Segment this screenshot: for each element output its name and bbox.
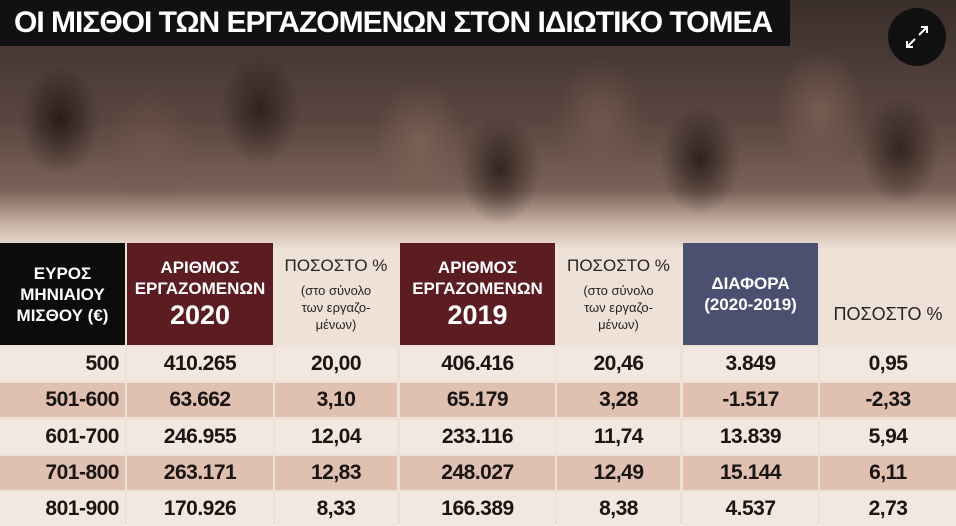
header-line: ΔΙΑΦΟΡΑ: [711, 274, 790, 293]
cell: 2,73: [820, 492, 956, 526]
header-year: 2019: [447, 300, 508, 330]
header-note-line: μένων): [315, 317, 357, 332]
cell: 12,83: [275, 456, 397, 490]
header-note-line: των εργαζο-: [584, 300, 653, 315]
header-line: ΕΥΡΟΣ: [33, 263, 92, 283]
header-note: (στο σύνολο των εργαζο-μένων): [301, 282, 371, 333]
cell: 12,04: [275, 420, 397, 454]
expand-icon: [906, 26, 928, 48]
header-line: ΠΟΣΟΣΤΟ %: [833, 303, 943, 324]
cell: 3,28: [557, 383, 680, 417]
row-label: 501-600: [0, 383, 125, 417]
header-note-line: μένων): [598, 317, 639, 332]
cell: 5,94: [820, 420, 956, 454]
cell: 8,33: [275, 492, 397, 526]
cell: 8,38: [557, 492, 680, 526]
header-line: ΑΡΙΘΜΟΣ: [437, 258, 518, 277]
cell: 63.662: [127, 383, 273, 417]
cell: 166.389: [400, 492, 555, 526]
cell: 246.955: [127, 420, 273, 454]
expand-button[interactable]: [888, 8, 946, 66]
cell: 3,10: [275, 383, 397, 417]
cell: 13.839: [683, 420, 818, 454]
header-cell: ΠΟΣΟΣΤΟ % (στο σύνολο των εργαζο-μένων): [557, 243, 680, 345]
title: ΟΙ ΜΙΣΘΟΙ ΤΩΝ ΕΡΓΑΖΟΜΕΝΩΝ ΣΤΟΝ ΙΔΙΩΤΙΚΟ …: [0, 0, 790, 46]
row-label: 801-900: [0, 492, 125, 526]
cell: 248.027: [400, 456, 555, 490]
header-line: ΕΡΓΑΖΟΜΕΝΩΝ: [412, 279, 543, 298]
header-line: ΠΟΣΟΣΤΟ %: [567, 256, 670, 275]
header-cell: ΠΟΣΟΣΤΟ % (στο σύνολο των εργαζο-μένων): [275, 243, 397, 345]
cell: 263.171: [127, 456, 273, 490]
header-cell: ΔΙΑΦΟΡΑ (2020-2019): [683, 243, 818, 345]
cell: 15.144: [683, 456, 818, 490]
header-note-line: των εργαζο-: [301, 300, 371, 315]
row-label: 701-800: [0, 456, 125, 490]
cell: 3.849: [683, 347, 818, 381]
cell: 4.537: [683, 492, 818, 526]
cell: 12,49: [557, 456, 680, 490]
header-line: (2020-2019): [704, 295, 797, 314]
cell: 0,95: [820, 347, 956, 381]
cell: 233.116: [400, 420, 555, 454]
header-line: ΜΗΝΙΑΙΟΥ: [20, 284, 105, 304]
cell: 20,46: [557, 347, 680, 381]
cell: 65.179: [400, 383, 555, 417]
cell: -1.517: [683, 383, 818, 417]
header-cell: ΠΟΣΟΣΤΟ %: [820, 243, 956, 345]
cell: 406.416: [400, 347, 555, 381]
cell: 20,00: [275, 347, 397, 381]
header-note-line: (στο σύνολο: [300, 283, 372, 298]
header-year: 2020: [169, 300, 231, 330]
cell: -2,33: [820, 383, 956, 417]
cell: 410.265: [127, 347, 273, 381]
header-cell: ΕΥΡΟΣ ΜΗΝΙΑΙΟΥ ΜΙΣΘΟΥ (€): [0, 243, 125, 345]
header-line: ΜΙΣΘΟΥ (€): [16, 305, 109, 325]
cell: 170.926: [127, 492, 273, 526]
header-note-line: (στο σύνολο: [583, 283, 654, 298]
header-note: (στο σύνολο των εργαζο-μένων): [583, 282, 653, 333]
header-line: ΑΡΙΘΜΟΣ: [160, 258, 240, 277]
cell: 11,74: [557, 420, 680, 454]
cell: 6,11: [820, 456, 956, 490]
header-cell: ΑΡΙΘΜΟΣ ΕΡΓΑΖΟΜΕΝΩΝ 2019: [400, 243, 555, 345]
header-line: ΕΡΓΑΖΟΜΕΝΩΝ: [134, 279, 266, 298]
row-label: 601-700: [0, 420, 125, 454]
header-cell: ΑΡΙΘΜΟΣ ΕΡΓΑΖΟΜΕΝΩΝ 2020: [127, 243, 273, 345]
row-label: 500: [0, 347, 125, 381]
header-line: ΠΟΣΟΣΤΟ %: [284, 256, 388, 275]
